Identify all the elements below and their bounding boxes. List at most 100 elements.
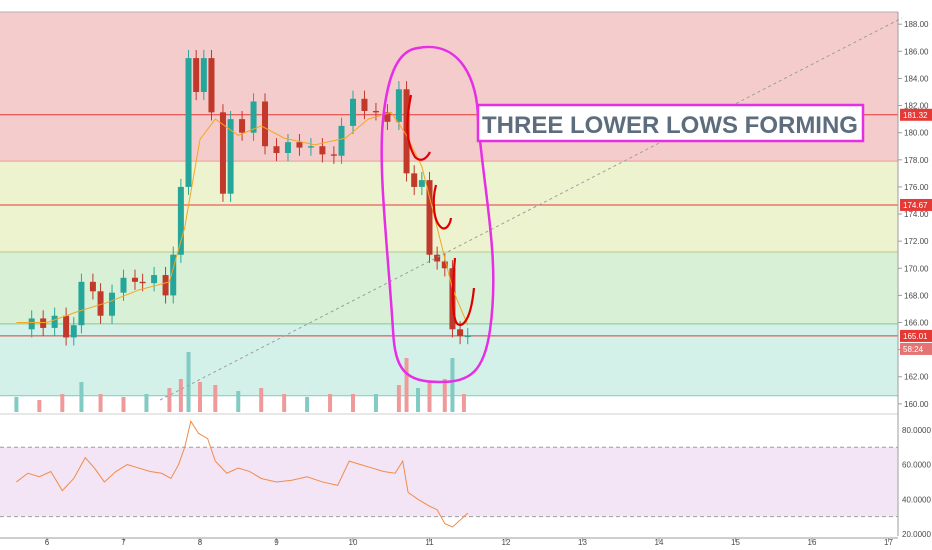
candle-body bbox=[441, 261, 448, 269]
time-tick-label: 9 bbox=[274, 538, 279, 547]
candle-body bbox=[411, 173, 418, 187]
volume-bar bbox=[60, 394, 65, 412]
annotation-box bbox=[476, 103, 865, 143]
price-tick-label: 162.00 bbox=[904, 373, 929, 382]
candle-body bbox=[262, 101, 269, 147]
candle-body bbox=[319, 146, 326, 155]
price-badges: 181.32 174.67 165.01 58:24 bbox=[900, 108, 932, 355]
candle-body bbox=[63, 315, 70, 338]
volume-bar bbox=[427, 382, 432, 412]
time-tick-label: 17 bbox=[884, 538, 893, 547]
trend-line bbox=[159, 17, 903, 401]
candle-body bbox=[284, 142, 291, 154]
price-tick-label: 160.00 bbox=[904, 400, 929, 409]
price-tick-label: 180.00 bbox=[904, 129, 929, 138]
drawing-layer: THREE LOWER LOWS FORMING bbox=[159, 17, 903, 401]
candle-body bbox=[330, 154, 337, 156]
time-tick-label: 6 bbox=[45, 538, 50, 547]
candle-body bbox=[372, 110, 379, 113]
candle-body bbox=[193, 58, 200, 92]
candle-body bbox=[464, 336, 471, 338]
price-tick-label: 182.00 bbox=[904, 102, 929, 111]
time-tick-label: 11 bbox=[425, 538, 434, 547]
volume-bar bbox=[79, 382, 84, 412]
candle-body bbox=[418, 180, 425, 187]
candle-body bbox=[89, 281, 96, 292]
time-tick-label: 15 bbox=[731, 538, 740, 547]
rsi-tick-label: 60.0000 bbox=[902, 461, 931, 470]
price-badge bbox=[900, 329, 932, 342]
volume-bar bbox=[198, 382, 202, 412]
price-tick-label: 184.00 bbox=[904, 74, 929, 83]
volume-bar bbox=[305, 397, 310, 412]
volume-pane bbox=[14, 352, 466, 412]
price-tick-label: 166.00 bbox=[904, 319, 929, 328]
volume-bar bbox=[98, 394, 103, 412]
candle-body bbox=[131, 277, 138, 282]
candle-body bbox=[109, 292, 116, 316]
volume-bar bbox=[144, 394, 149, 412]
price-badge bbox=[900, 108, 932, 121]
volume-bar bbox=[396, 385, 401, 412]
candle-body bbox=[177, 186, 184, 255]
candle-body bbox=[208, 58, 215, 113]
price-tick-label: 178.00 bbox=[904, 156, 929, 165]
volume-bar bbox=[416, 388, 421, 412]
candle-body bbox=[185, 58, 192, 187]
rsi-line bbox=[16, 419, 469, 528]
candle-body bbox=[307, 146, 314, 148]
candle-body bbox=[219, 112, 226, 194]
time-tick-label: 8 bbox=[198, 538, 203, 547]
candle-body bbox=[350, 98, 356, 126]
countdown-label: 58:24 bbox=[903, 345, 924, 354]
price-tick-label: 168.00 bbox=[904, 291, 929, 300]
zone-band bbox=[0, 252, 898, 324]
price-tick-label: 170.00 bbox=[904, 264, 929, 273]
candle-body bbox=[162, 275, 169, 296]
candle-body bbox=[273, 146, 280, 154]
candle-body bbox=[426, 180, 433, 255]
candle-body bbox=[120, 277, 127, 293]
candle-body bbox=[457, 329, 464, 337]
lower-low-mark-2 bbox=[432, 184, 453, 230]
price-tick-label: 174.00 bbox=[904, 210, 929, 219]
price-badge bbox=[900, 198, 932, 211]
volume-bar bbox=[37, 400, 42, 412]
candle-body bbox=[227, 119, 234, 194]
annotation-text: THREE LOWER LOWS FORMING bbox=[482, 112, 858, 139]
price-badge-label: 165.01 bbox=[903, 332, 928, 341]
price-tick-label: 186.00 bbox=[904, 47, 929, 56]
volume-bar bbox=[328, 394, 333, 412]
candle-body bbox=[338, 125, 345, 156]
candle-body bbox=[97, 291, 104, 316]
time-tick-label: 14 bbox=[655, 538, 664, 547]
candle-body bbox=[361, 98, 368, 111]
time-tick-label: 13 bbox=[578, 538, 587, 547]
rsi-tick-label: 20.0000 bbox=[902, 530, 931, 539]
moving-average-line bbox=[16, 111, 469, 326]
candle-body bbox=[51, 315, 58, 328]
volume-bar bbox=[121, 397, 126, 412]
volume-bar bbox=[178, 379, 183, 412]
time-tick-label: 7 bbox=[121, 538, 126, 547]
volume-bar bbox=[14, 397, 19, 412]
candle-body bbox=[200, 58, 207, 92]
volume-bar bbox=[442, 379, 447, 412]
volume-bar bbox=[213, 385, 218, 412]
volume-bar bbox=[236, 391, 241, 412]
volume-bar bbox=[186, 352, 191, 412]
zone-band bbox=[0, 323, 898, 396]
time-tick-label: 12 bbox=[502, 538, 511, 547]
candle-body bbox=[28, 318, 35, 330]
rsi-band bbox=[0, 447, 898, 517]
candle-body bbox=[250, 101, 257, 133]
candle-body bbox=[170, 254, 177, 296]
countdown-badge bbox=[900, 342, 932, 355]
volume-bar bbox=[450, 358, 455, 412]
rsi-tick-label: 80.0000 bbox=[902, 426, 931, 435]
candle-body bbox=[384, 112, 391, 122]
price-tick-label: 188.00 bbox=[904, 20, 929, 29]
volume-bar bbox=[167, 388, 172, 412]
price-badge-label: 181.32 bbox=[903, 111, 928, 120]
